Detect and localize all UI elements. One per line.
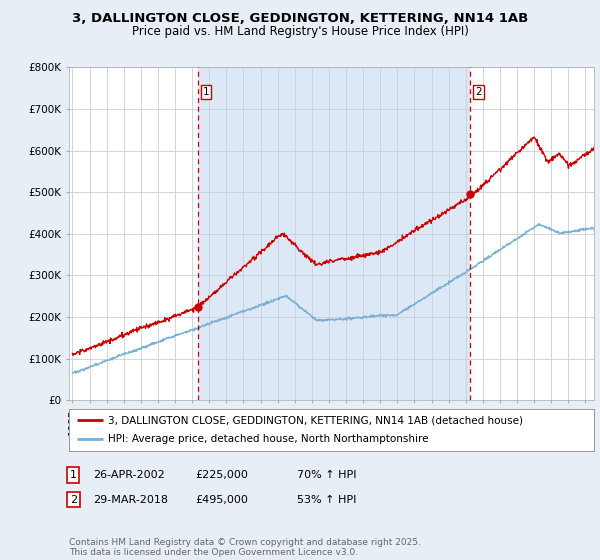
Text: Contains HM Land Registry data © Crown copyright and database right 2025.
This d: Contains HM Land Registry data © Crown c… [69, 538, 421, 557]
Text: 29-MAR-2018: 29-MAR-2018 [93, 494, 168, 505]
Text: 3, DALLINGTON CLOSE, GEDDINGTON, KETTERING, NN14 1AB (detached house): 3, DALLINGTON CLOSE, GEDDINGTON, KETTERI… [109, 415, 523, 425]
Text: 3, DALLINGTON CLOSE, GEDDINGTON, KETTERING, NN14 1AB: 3, DALLINGTON CLOSE, GEDDINGTON, KETTERI… [72, 12, 528, 25]
Text: 70% ↑ HPI: 70% ↑ HPI [297, 470, 356, 480]
Bar [197, 67, 470, 400]
Text: 53% ↑ HPI: 53% ↑ HPI [297, 494, 356, 505]
Text: 26-APR-2002: 26-APR-2002 [93, 470, 165, 480]
Text: HPI: Average price, detached house, North Northamptonshire: HPI: Average price, detached house, Nort… [109, 435, 429, 445]
Text: Price paid vs. HM Land Registry's House Price Index (HPI): Price paid vs. HM Land Registry's House … [131, 25, 469, 38]
Text: 2: 2 [475, 87, 482, 97]
Text: £495,000: £495,000 [195, 494, 248, 505]
Text: 1: 1 [70, 470, 77, 480]
Text: 1: 1 [203, 87, 209, 97]
Text: £225,000: £225,000 [195, 470, 248, 480]
Text: 2: 2 [70, 494, 77, 505]
